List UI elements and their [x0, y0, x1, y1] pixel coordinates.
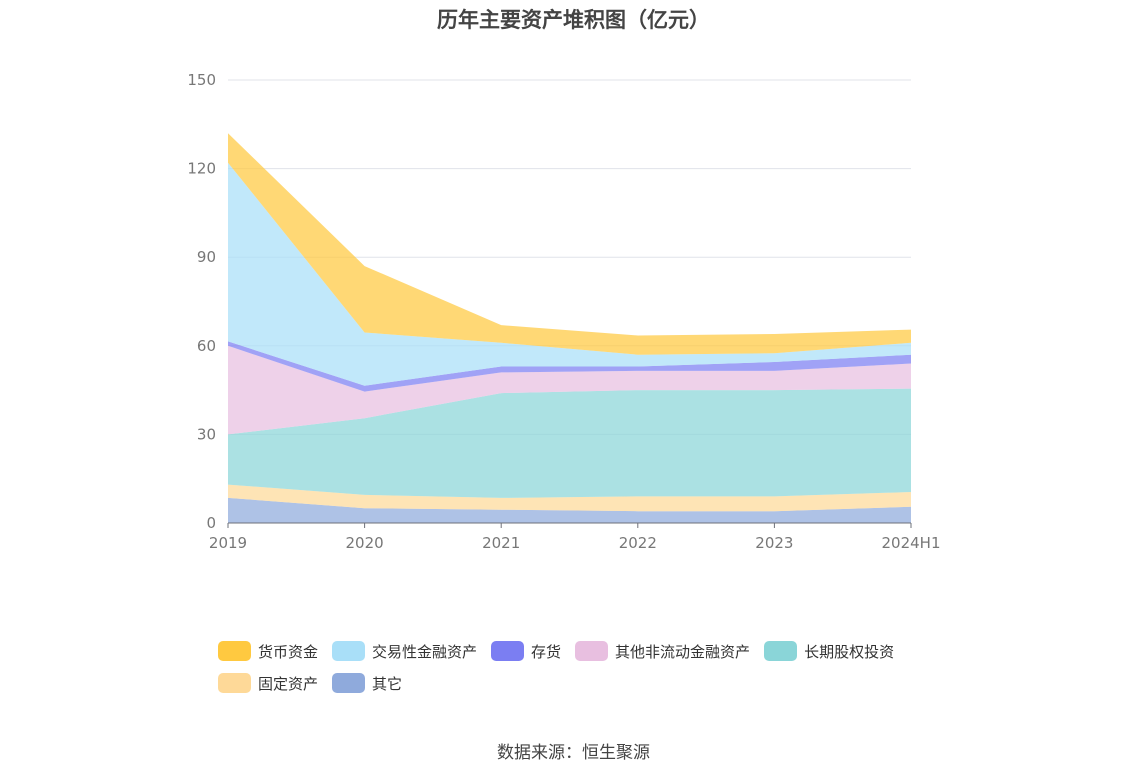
legend-swatch: [218, 673, 251, 693]
area-series-5: [228, 162, 911, 386]
legend: 货币资金 交易性金融资产 存货 其他非流动金融资产 长期股权投资固定资产 其它: [218, 640, 978, 704]
legend-label: 存货: [531, 642, 562, 661]
y-tick-label: 60: [197, 337, 216, 355]
legend-swatch: [332, 673, 366, 693]
legend-label: 固定资产: [258, 674, 319, 693]
x-tick-label: 2023: [755, 534, 793, 552]
area-series: [228, 133, 911, 523]
legend-swatch: [764, 641, 798, 661]
legend-label: 货币资金: [258, 642, 319, 661]
y-tick-label: 150: [187, 71, 216, 89]
chart-title: 历年主要资产堆积图（亿元）: [437, 8, 710, 32]
area-series-6: [228, 133, 911, 355]
legend-swatch: [491, 641, 525, 661]
legend-swatch: [332, 641, 366, 661]
x-tick-label: 2022: [619, 534, 657, 552]
axes: 0 30 60 90 120 150 2019 2020 2021 2022 2023 2024H1: [187, 71, 940, 552]
legend-swatch: [575, 641, 609, 661]
legend-label: 长期股权投资: [804, 642, 895, 661]
y-tick-label: 30: [197, 425, 216, 443]
data-source-note: 数据来源：恒生聚源: [497, 743, 650, 763]
legend-label: 其他非流动金融资产: [615, 642, 751, 661]
area-series-1: [228, 484, 911, 512]
legend-label: 交易性金融资产: [372, 642, 478, 661]
legend-item[interactable]: 交易性金融资产: [332, 640, 477, 662]
x-tick-label: 2020: [346, 534, 384, 552]
area-series-3: [228, 345, 911, 435]
legend-swatch: [218, 641, 251, 661]
y-tick-label: 120: [187, 160, 216, 178]
x-tick-label: 2024H1: [882, 534, 941, 552]
x-tick-label: 2021: [482, 534, 520, 552]
legend-item[interactable]: 其它: [332, 672, 402, 694]
x-tick-label: 2019: [209, 534, 247, 552]
legend-item[interactable]: 其他非流动金融资产: [575, 640, 750, 662]
legend-item[interactable]: 固定资产: [218, 672, 318, 694]
legend-item[interactable]: 长期股权投资: [764, 640, 894, 662]
y-tick-label: 90: [197, 248, 216, 266]
area-series-2: [228, 388, 911, 498]
legend-item[interactable]: 存货: [491, 640, 561, 662]
legend-item[interactable]: 货币资金: [218, 640, 318, 662]
legend-label: 其它: [372, 674, 403, 693]
y-tick-label: 0: [206, 514, 216, 532]
